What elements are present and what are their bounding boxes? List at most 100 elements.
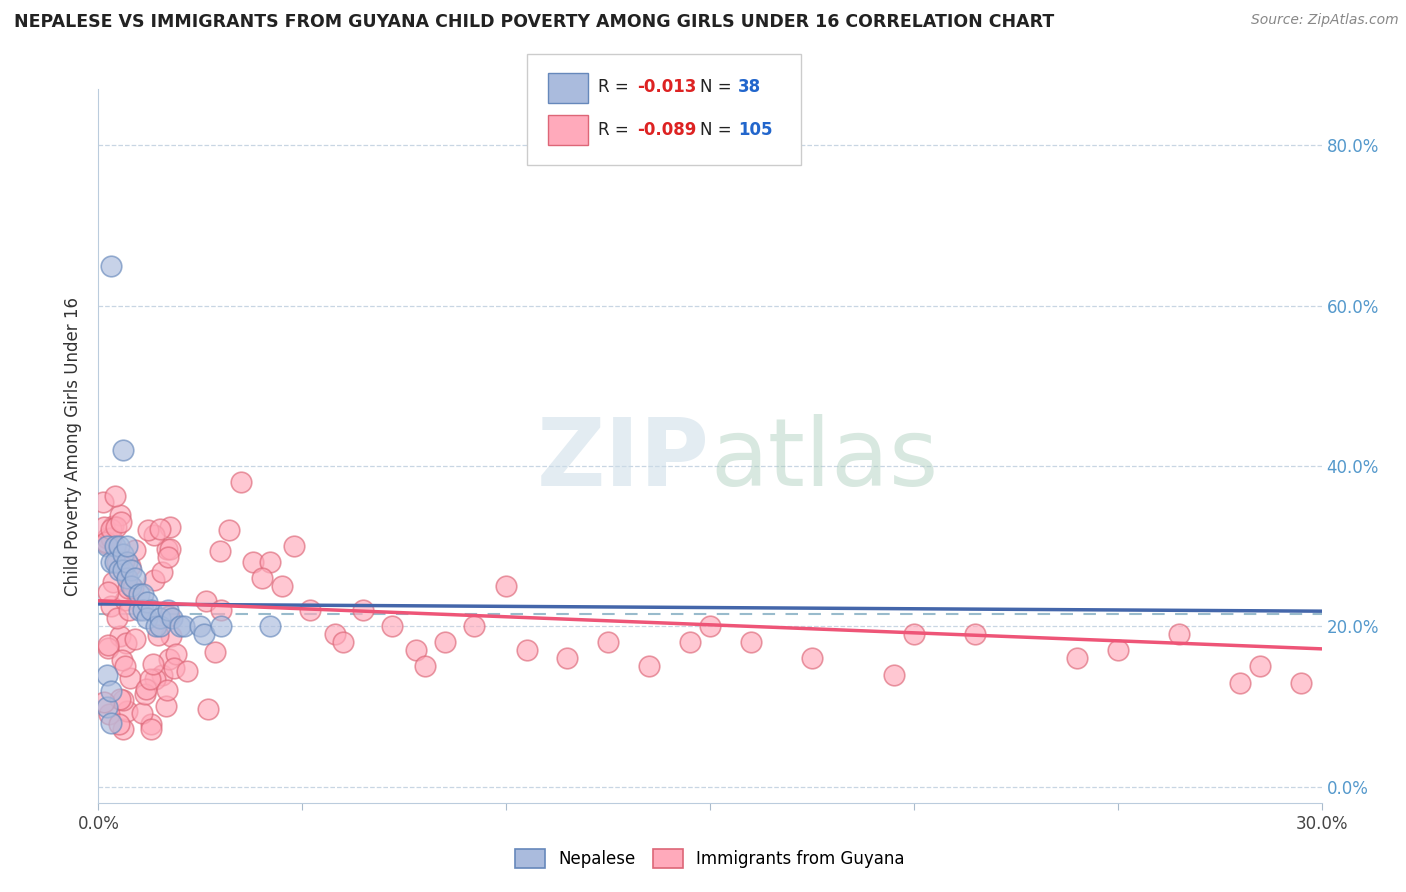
Point <box>131 706 153 721</box>
Point <box>1066 651 1088 665</box>
Point <box>135 681 157 696</box>
Point <box>111 653 134 667</box>
Point <box>115 636 138 650</box>
Point <box>149 523 172 537</box>
Point <box>250 571 273 585</box>
Point <box>120 563 142 577</box>
Point <box>100 683 122 698</box>
Point <box>903 627 925 641</box>
Point <box>162 661 184 675</box>
Point <box>104 539 127 553</box>
Point <box>100 259 122 273</box>
Point <box>120 558 142 573</box>
Point <box>112 554 135 568</box>
Point <box>104 555 127 569</box>
Point <box>323 627 346 641</box>
Point <box>638 659 661 673</box>
Point <box>145 619 167 633</box>
Point <box>132 587 155 601</box>
Point <box>91 495 114 509</box>
Text: N =: N = <box>700 78 737 96</box>
Point <box>139 673 162 687</box>
Text: atlas: atlas <box>710 414 938 507</box>
Point <box>121 582 143 596</box>
Point <box>100 522 122 536</box>
Point <box>169 619 191 633</box>
Point <box>160 630 183 644</box>
Point <box>139 723 162 737</box>
Point <box>100 531 122 545</box>
Point <box>111 563 134 577</box>
Point <box>97 638 120 652</box>
Point <box>112 722 135 736</box>
Point <box>103 519 125 533</box>
Point <box>96 699 118 714</box>
Point <box>434 635 457 649</box>
Point <box>96 539 118 553</box>
Point <box>270 579 294 593</box>
Point <box>93 519 115 533</box>
Point <box>96 531 118 545</box>
Point <box>209 619 232 633</box>
Text: R =: R = <box>598 78 634 96</box>
Point <box>100 715 122 730</box>
Point <box>259 619 281 633</box>
Point <box>111 442 134 457</box>
Point <box>1107 643 1129 657</box>
Point <box>155 698 177 713</box>
Point <box>204 645 226 659</box>
Point <box>104 489 127 503</box>
Point <box>128 603 150 617</box>
Point <box>209 603 232 617</box>
Point <box>136 595 159 609</box>
Point <box>142 657 165 671</box>
Point <box>110 515 132 529</box>
Point <box>115 571 138 585</box>
Point <box>156 549 179 564</box>
Point <box>159 542 181 557</box>
Text: NEPALESE VS IMMIGRANTS FROM GUYANA CHILD POVERTY AMONG GIRLS UNDER 16 CORRELATIO: NEPALESE VS IMMIGRANTS FROM GUYANA CHILD… <box>14 13 1054 31</box>
Point <box>104 519 127 533</box>
Point <box>111 547 134 561</box>
Point <box>136 523 159 537</box>
Point <box>111 693 134 707</box>
Point <box>679 635 702 649</box>
Legend: Nepalese, Immigrants from Guyana: Nepalese, Immigrants from Guyana <box>508 840 912 877</box>
Point <box>188 619 212 633</box>
Point <box>114 658 136 673</box>
Point <box>352 603 374 617</box>
Point <box>197 701 219 715</box>
Point <box>108 629 131 643</box>
Point <box>117 602 139 616</box>
Point <box>93 695 115 709</box>
Point <box>176 664 198 678</box>
Point <box>413 659 436 673</box>
Point <box>97 585 120 599</box>
Point <box>259 555 281 569</box>
Point <box>1249 659 1271 673</box>
Point <box>463 619 485 633</box>
Point <box>883 667 905 681</box>
Point <box>159 520 181 534</box>
Point <box>299 603 322 617</box>
Text: 38: 38 <box>738 78 761 96</box>
Point <box>97 706 120 721</box>
Point <box>100 599 122 613</box>
Point <box>150 565 173 579</box>
Point <box>149 619 172 633</box>
Point <box>156 542 179 557</box>
Point <box>124 571 146 585</box>
Point <box>156 682 179 697</box>
Point <box>405 643 427 657</box>
Point <box>381 619 404 633</box>
Point <box>557 651 579 665</box>
Point <box>115 555 138 569</box>
Text: 105: 105 <box>738 121 773 139</box>
Point <box>157 609 180 624</box>
Point <box>1291 675 1313 690</box>
Text: ZIP: ZIP <box>537 414 710 507</box>
Point <box>1229 675 1251 690</box>
Point <box>115 704 138 718</box>
Point <box>150 667 173 681</box>
Point <box>117 581 139 595</box>
